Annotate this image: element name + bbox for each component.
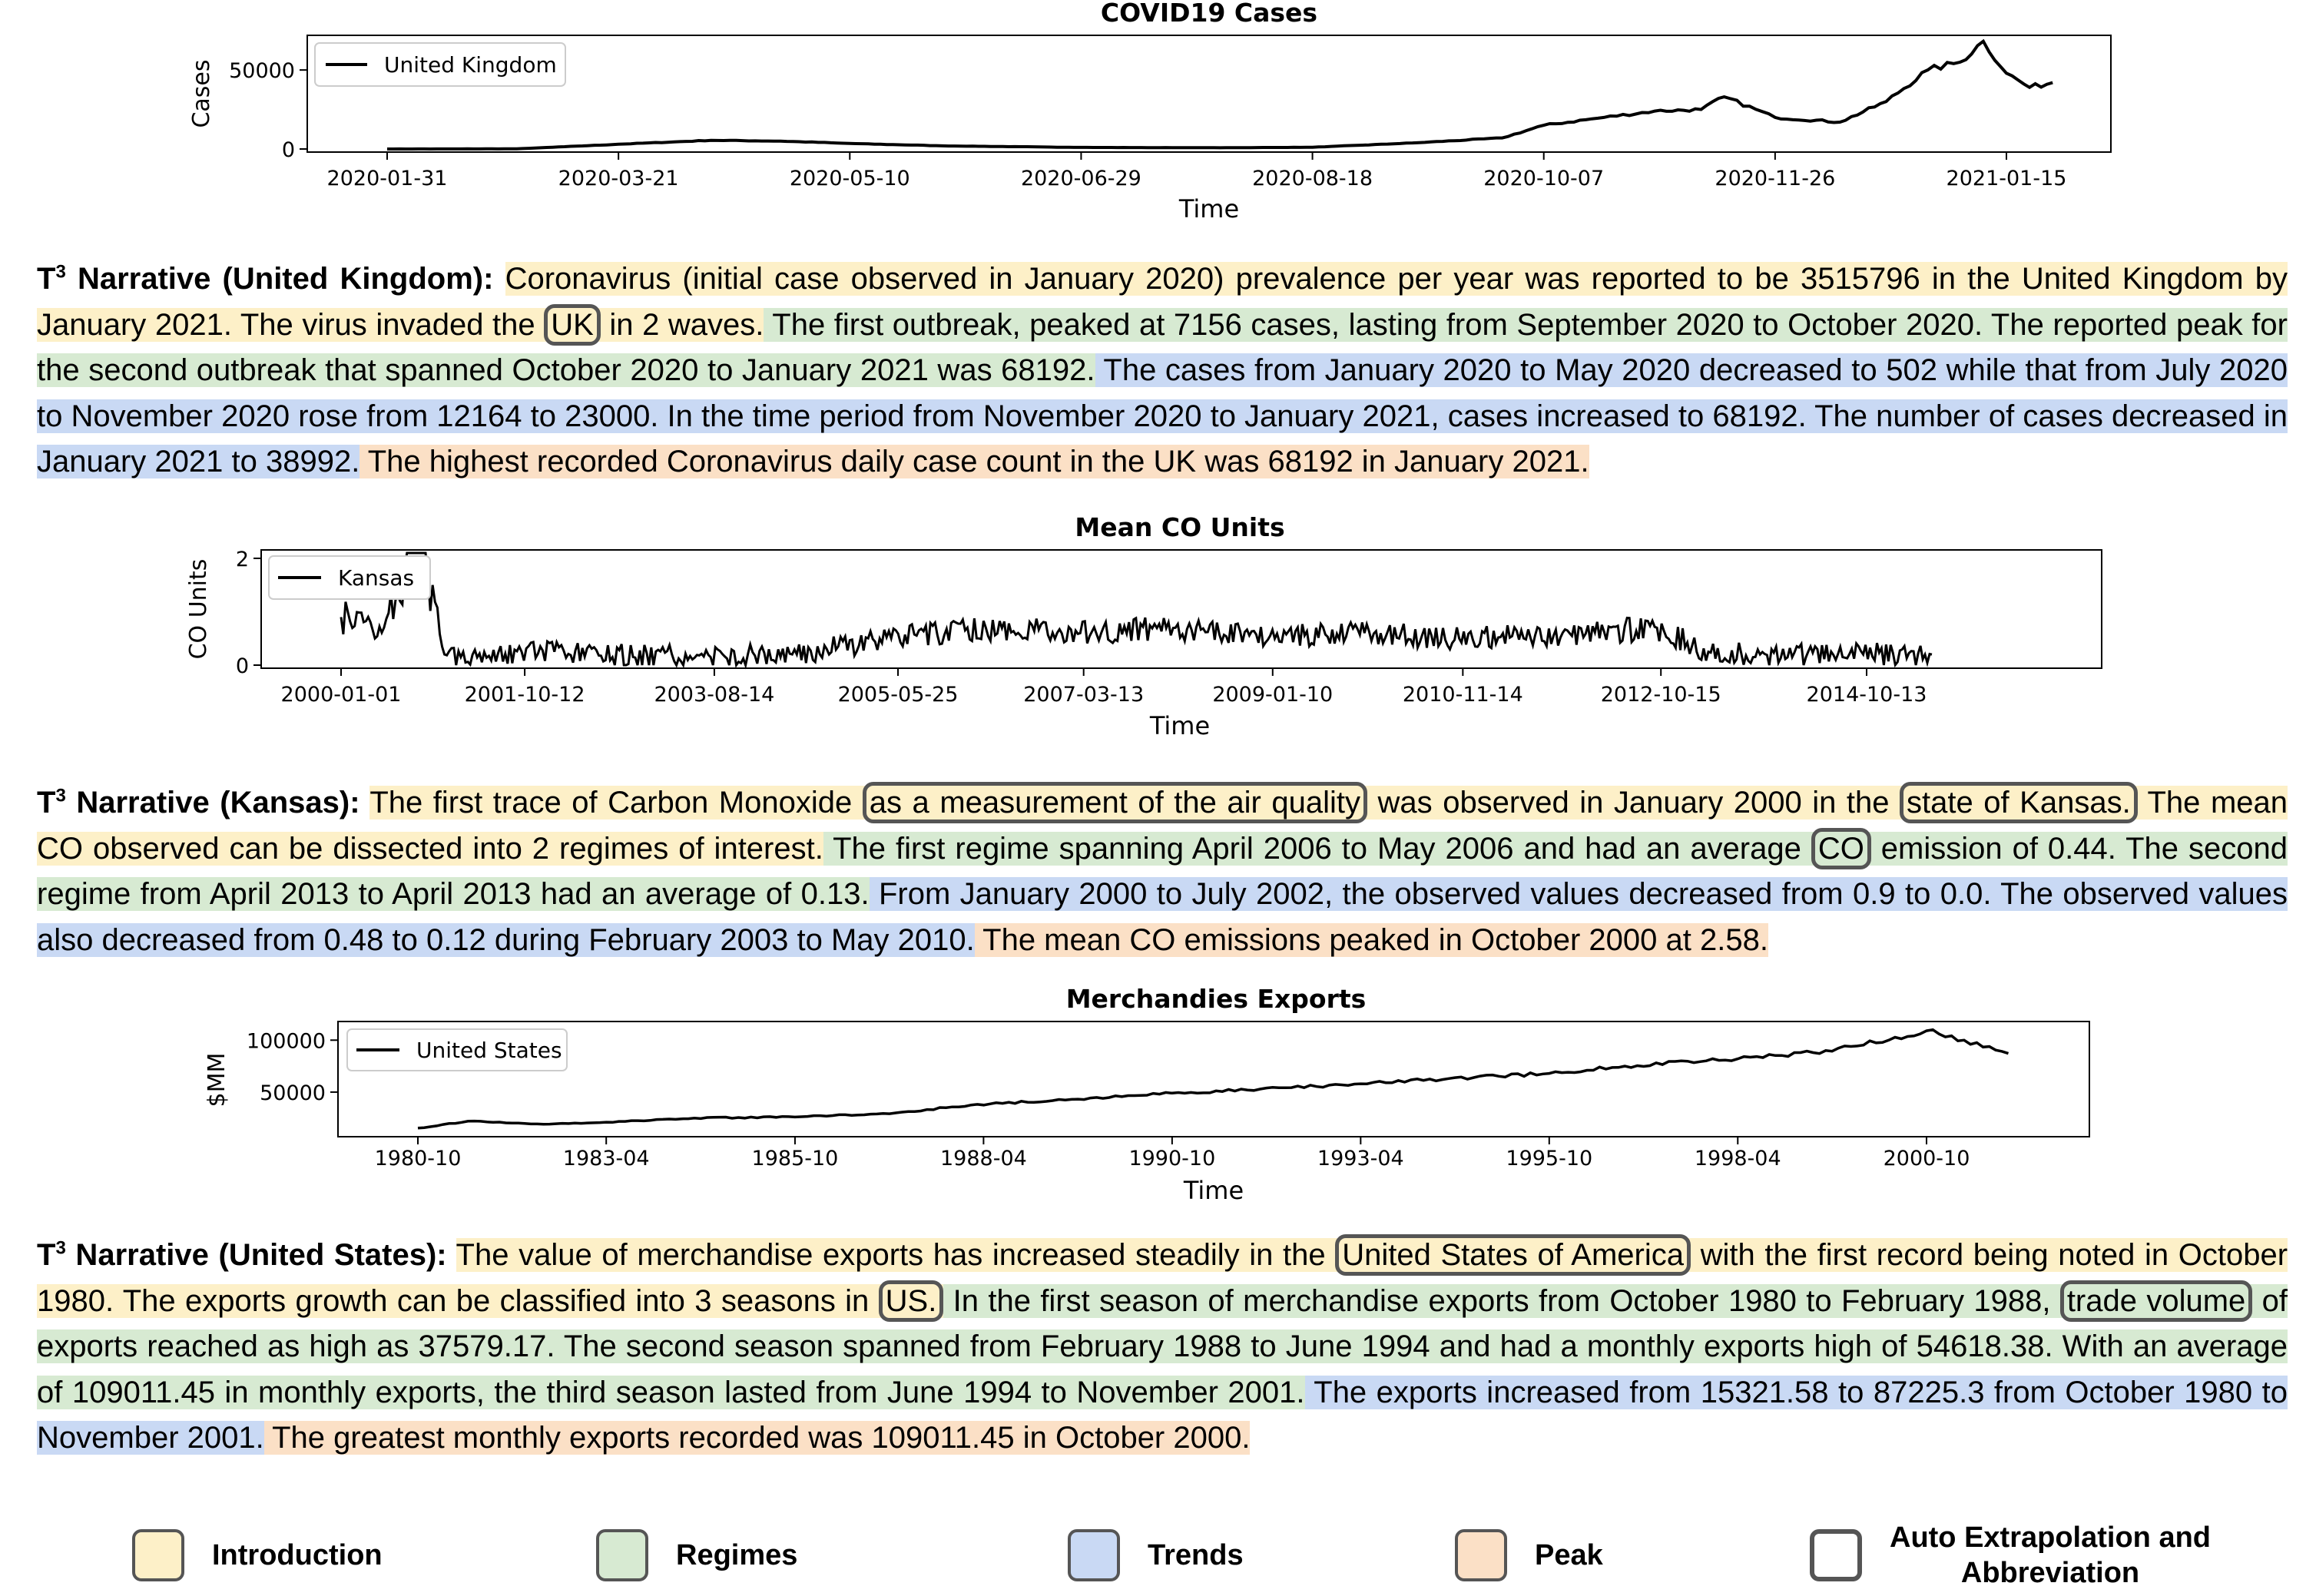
x-tick-label: 2000-01-01 — [281, 683, 402, 707]
x-tick-label: 2020-06-29 — [1021, 167, 1141, 190]
y-axis-label: Cases — [188, 59, 215, 127]
auto-extrapolation-box: United States of America — [1335, 1234, 1691, 1276]
x-tick-label: 2000-10 — [1884, 1147, 1970, 1171]
narrative-label: T3 Narrative (United Kingdom): — [37, 261, 494, 296]
series-line-united-kingdom — [387, 38, 2053, 151]
peak-swatch-icon — [1455, 1529, 1507, 1581]
x-tick-label: 2007-03-13 — [1023, 683, 1144, 707]
plot-frame — [260, 549, 2102, 669]
legend-label: Kansas — [338, 565, 414, 591]
auto-abbreviation-box: UK — [544, 303, 601, 346]
legend-regimes: Regimes — [596, 1525, 797, 1586]
trends-swatch-icon — [1068, 1529, 1120, 1581]
x-tick-label: 1985-10 — [752, 1147, 839, 1171]
legend-peak: Peak — [1455, 1525, 1603, 1586]
y-axis-label: $MM — [204, 1053, 230, 1108]
x-tick-label: 2021-01-15 — [1947, 167, 2067, 190]
auto-abbreviation-box: US. — [878, 1280, 944, 1322]
x-tick-label: 2005-05-25 — [838, 683, 959, 707]
x-axis-label: Time — [1183, 1176, 1244, 1205]
y-tick-label: 50000 — [229, 59, 295, 83]
x-ticks: 2000-01-01 2001-10-12 2003-08-14 2005-05-25… — [281, 668, 1927, 707]
y-tick-label: 2 — [236, 548, 249, 571]
covid-chart: COVID19 Cases Cases Time 2020-01-31 2020-… — [188, 0, 2112, 224]
legend-label: United Kingdom — [384, 52, 557, 78]
x-tick-label: 1990-10 — [1128, 1147, 1215, 1171]
narrative-united-kingdom: T3 Narrative (United Kingdom): Coronavir… — [37, 257, 2288, 485]
auto-extrapolation-box: state of Kansas. — [1900, 782, 2138, 823]
narrative-label: T3 Narrative (United States): — [37, 1237, 447, 1272]
legend: Kansas — [268, 555, 431, 600]
x-tick-label: 2014-10-13 — [1807, 683, 1927, 707]
legend-label: Peak — [1535, 1538, 1603, 1571]
x-tick-label: 1980-10 — [375, 1147, 462, 1171]
legend-label: Trends — [1148, 1538, 1244, 1571]
narrative-kansas: T3 Narrative (Kansas): The first trace o… — [37, 780, 2288, 963]
color-legend: Introduction Regimes Trends Peak Auto Ex… — [0, 1505, 2306, 1596]
introduction-swatch-icon — [132, 1529, 184, 1581]
y-tick-label: 0 — [236, 654, 249, 678]
exports-chart: Merchandies Exports $MM Time 1980-10 1983… — [204, 984, 2090, 1205]
legend-label: United States — [416, 1038, 562, 1063]
y-tick-label: 100000 — [247, 1029, 326, 1053]
narrative-label: T3 Narrative (Kansas): — [37, 785, 360, 820]
x-tick-label: 2020-01-31 — [327, 167, 448, 190]
x-axis-label: Time — [1149, 711, 1210, 740]
x-tick-label: 2001-10-12 — [465, 683, 585, 707]
peak-segment: The greatest monthly exports recorded wa… — [263, 1421, 1251, 1455]
legend: United Kingdom — [314, 42, 566, 87]
y-ticks: 02 — [236, 548, 261, 678]
auto-abbreviation-box: CO — [1811, 827, 1871, 869]
x-tick-label: 2010-11-14 — [1403, 683, 1523, 707]
y-ticks: 50000 100000 — [247, 1029, 338, 1105]
x-tick-label: 2020-11-26 — [1715, 167, 1835, 190]
chart-title: COVID19 Cases — [1101, 0, 1317, 28]
x-axis-label: Time — [1178, 194, 1239, 224]
x-tick-label: 1995-10 — [1506, 1147, 1592, 1171]
peak-segment: The highest recorded Coronavirus daily c… — [359, 445, 1589, 478]
chart-title: Merchandies Exports — [1066, 984, 1367, 1014]
legend-introduction: Introduction — [132, 1525, 383, 1586]
y-tick-label: 50000 — [260, 1081, 326, 1105]
auto-extrapolation-box: trade volume — [2059, 1280, 2253, 1322]
plot-frame — [337, 1021, 2090, 1137]
legend-label: Auto Extrapolation and Abbreviation — [1890, 1521, 2211, 1589]
x-tick-label: 1988-04 — [940, 1147, 1027, 1171]
legend-label: Regimes — [676, 1538, 798, 1571]
legend-auto-extrapolation: Auto Extrapolation and Abbreviation — [1810, 1521, 2211, 1589]
x-tick-label: 2020-03-21 — [558, 167, 679, 190]
x-tick-label: 2012-10-15 — [1601, 683, 1721, 707]
regimes-swatch-icon — [596, 1529, 648, 1581]
narrative-united-states: T3 Narrative (United States): The value … — [37, 1233, 2288, 1462]
peak-segment: The mean CO emissions peaked in October … — [974, 922, 1768, 957]
co-chart: Mean CO Units CO Units Time 2000-01-01 20… — [185, 512, 2102, 740]
x-tick-label: 2020-10-07 — [1483, 167, 1604, 190]
plot-frame — [306, 35, 2112, 153]
auto-extrapolation-swatch-icon — [1810, 1529, 1862, 1581]
x-tick-label: 2020-08-18 — [1252, 167, 1373, 190]
x-tick-label: 2003-08-14 — [654, 683, 774, 707]
y-axis-label: CO Units — [185, 559, 212, 660]
x-ticks: 1980-10 1983-04 1985-10 1988-04 1990-10 1993-… — [375, 1137, 1970, 1171]
x-tick-label: 1998-04 — [1695, 1147, 1781, 1171]
x-tick-label: 2020-05-10 — [790, 167, 910, 190]
y-tick-label: 0 — [282, 138, 295, 162]
x-ticks: 2020-01-31 2020-03-21 2020-05-10 2020-06-29… — [327, 152, 2067, 190]
x-tick-label: 2009-01-10 — [1212, 683, 1333, 707]
series-line-united-states — [417, 1028, 2009, 1130]
chart-title: Mean CO Units — [1075, 512, 1284, 542]
legend-trends: Trends — [1068, 1525, 1244, 1586]
auto-extrapolation-box: as a measurement of the air quality — [862, 782, 1368, 823]
y-ticks: 0 50000 — [229, 59, 307, 162]
legend-label: Introduction — [212, 1538, 383, 1571]
x-tick-label: 1983-04 — [563, 1147, 650, 1171]
x-tick-label: 1993-04 — [1317, 1147, 1404, 1171]
legend: United States — [346, 1028, 568, 1071]
series-line-kansas — [340, 551, 1933, 670]
